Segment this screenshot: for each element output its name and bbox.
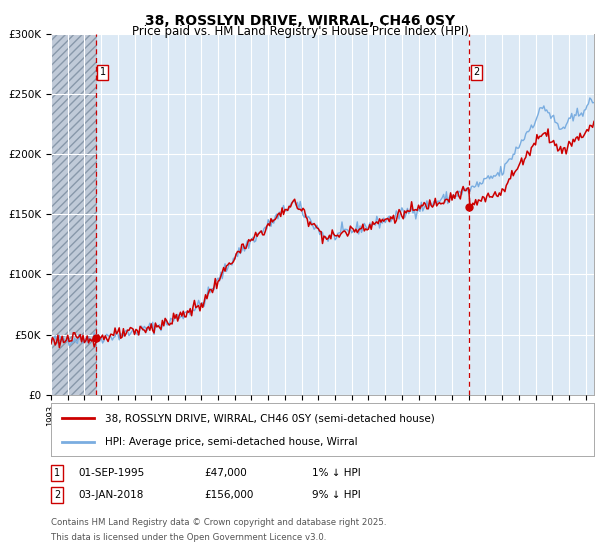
Bar xyxy=(51,34,97,395)
Text: Price paid vs. HM Land Registry's House Price Index (HPI): Price paid vs. HM Land Registry's House … xyxy=(131,25,469,38)
Text: This data is licensed under the Open Government Licence v3.0.: This data is licensed under the Open Gov… xyxy=(51,533,326,542)
Text: 9% ↓ HPI: 9% ↓ HPI xyxy=(312,490,361,500)
Text: 1: 1 xyxy=(54,468,60,478)
Text: 03-JAN-2018: 03-JAN-2018 xyxy=(78,490,143,500)
Text: 38, ROSSLYN DRIVE, WIRRAL, CH46 0SY: 38, ROSSLYN DRIVE, WIRRAL, CH46 0SY xyxy=(145,14,455,28)
Text: HPI: Average price, semi-detached house, Wirral: HPI: Average price, semi-detached house,… xyxy=(106,436,358,446)
Text: 2: 2 xyxy=(54,490,60,500)
Text: £156,000: £156,000 xyxy=(204,490,253,500)
Text: 2: 2 xyxy=(473,67,479,77)
Text: 1: 1 xyxy=(100,67,106,77)
Text: 1% ↓ HPI: 1% ↓ HPI xyxy=(312,468,361,478)
Text: £47,000: £47,000 xyxy=(204,468,247,478)
Text: 38, ROSSLYN DRIVE, WIRRAL, CH46 0SY (semi-detached house): 38, ROSSLYN DRIVE, WIRRAL, CH46 0SY (sem… xyxy=(106,413,435,423)
Text: Contains HM Land Registry data © Crown copyright and database right 2025.: Contains HM Land Registry data © Crown c… xyxy=(51,518,386,527)
Text: 01-SEP-1995: 01-SEP-1995 xyxy=(78,468,144,478)
